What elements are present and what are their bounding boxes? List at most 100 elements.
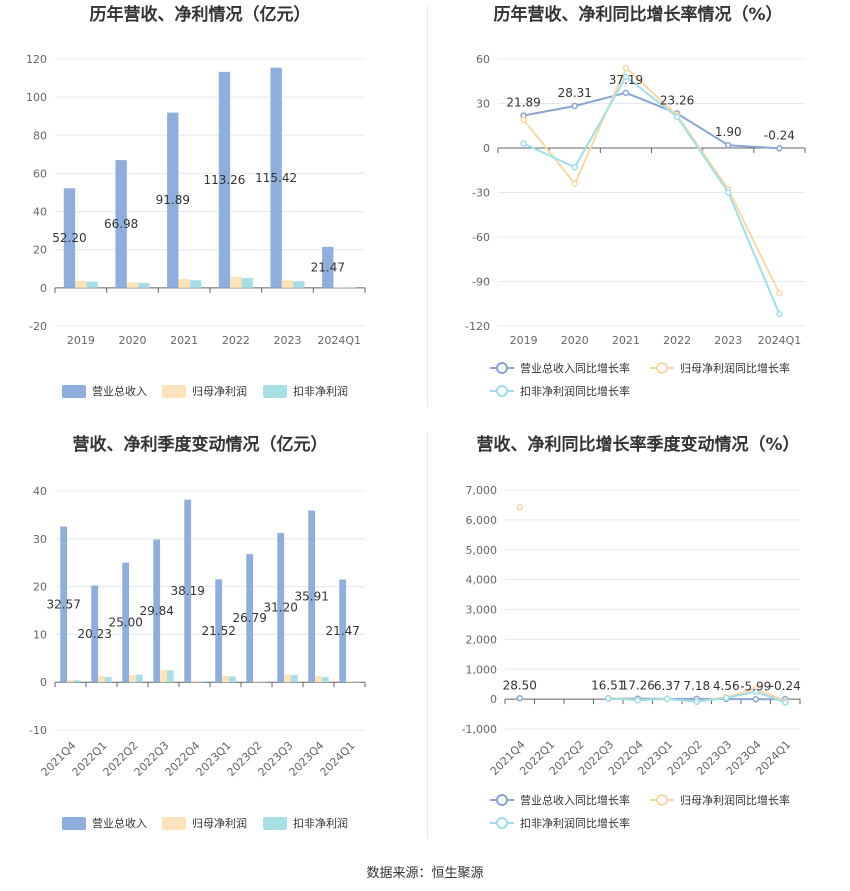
y-tick-label: -120: [465, 320, 490, 333]
y-tick-label: 20: [33, 581, 47, 594]
series-point: [571, 164, 578, 171]
series-point: [622, 64, 630, 72]
y-tick-label: 20: [33, 244, 47, 257]
data-source-note: 数据来源：恒生聚源: [366, 866, 484, 881]
bar: [126, 282, 139, 288]
series-point: [622, 89, 630, 97]
y-tick-label: 6,000: [466, 514, 498, 527]
y-tick-label: 0: [40, 676, 47, 689]
bar: [284, 674, 291, 683]
bar: [75, 280, 87, 288]
annual-revenue-profit-chart: 历年营收、净利情况（亿元） -20 0 20 40 60 80 100 120 2019 2020 2…: [0, 0, 425, 410]
x-tick-label: 2022: [222, 334, 250, 347]
data-label: -5.99: [740, 679, 771, 693]
series-point: [725, 141, 732, 149]
x-tick-label: 2024Q1: [317, 334, 361, 347]
bar: [346, 681, 353, 683]
data-label: -0.24: [764, 128, 795, 142]
series-line: [523, 75, 781, 315]
legend-label: 归母净利润同比增长率: [680, 793, 790, 807]
series-point: [664, 695, 671, 703]
y-tick-label: 40: [33, 206, 47, 219]
x-tick-label: 2023: [714, 334, 742, 347]
series-point: [776, 290, 783, 297]
bar: [122, 562, 130, 683]
bar: [135, 674, 143, 683]
legend-marker: [656, 362, 668, 374]
data-label: 17.26: [621, 679, 655, 693]
x-tick-label: 2020: [119, 334, 147, 347]
y-tick-label: 3,000: [466, 604, 498, 617]
y-tick-label: 0: [490, 693, 497, 706]
x-tick-label: 2023: [274, 334, 302, 347]
data-label: 38.19: [171, 584, 205, 598]
bar: [63, 188, 76, 288]
series-point: [634, 697, 641, 704]
legend-swatch: [62, 385, 86, 398]
data-label: 4.56: [713, 679, 740, 693]
annual-growth-rate-chart: 历年营收、净利同比增长率情况（%） -120 -90 -60 -30 0 30 60 2019 2…: [428, 0, 850, 410]
x-tick-label: 2021: [170, 334, 198, 347]
quarterly-revenue-profit-svg: 营收、净利季度变动情况（亿元）-100102030402021Q42022Q12…: [29, 434, 366, 830]
bar: [344, 287, 357, 288]
y-tick-label: 4,000: [466, 574, 498, 587]
legend-label: 归母净利润: [192, 816, 247, 830]
y-tick-label: 2,000: [466, 633, 498, 646]
legend-swatch: [162, 385, 186, 398]
y-tick-label: 40: [33, 485, 47, 498]
legend-label: 营业总收入同比增长率: [520, 793, 630, 807]
legend-label: 扣非净利润同比增长率: [520, 816, 630, 830]
x-tick-label: 2020: [561, 334, 589, 347]
series-point: [520, 116, 527, 124]
chart-title: 营收、净利同比增长率季度变动情况（%）: [476, 434, 799, 455]
bar: [129, 675, 136, 683]
bar: [228, 676, 236, 683]
data-label: 113.26: [203, 173, 245, 187]
y-tick-label: 60: [476, 53, 490, 66]
data-label: 21.89: [506, 96, 540, 110]
bar: [67, 679, 74, 683]
bar: [73, 680, 81, 683]
y-tick-label: 120: [26, 53, 47, 66]
series-line: [522, 66, 781, 294]
bar: [98, 675, 105, 683]
data-label: 66.98: [104, 217, 138, 231]
y-tick-label: -30: [472, 187, 490, 200]
series-point: [516, 504, 523, 511]
vertical-divider-bottom: [427, 432, 428, 838]
legend-swatch: [263, 385, 287, 398]
series-point: [776, 145, 783, 152]
data-label: 91.89: [156, 193, 190, 207]
x-tick-label: 2019: [510, 334, 538, 347]
y-tick-label: 0: [40, 282, 47, 295]
data-label: 115.42: [255, 171, 297, 185]
y-tick-label: 0: [483, 142, 490, 155]
quarterly-revenue-profit-chart: 营收、净利季度变动情况（亿元） -10 0 10 20 30 40 2021Q4 2022Q1 2…: [0, 420, 425, 850]
bar: [322, 246, 334, 288]
y-tick-label: 100: [26, 91, 47, 104]
legend-label: 营业总收入: [92, 384, 147, 398]
series-point: [605, 694, 612, 702]
data-label: 26.79: [233, 611, 267, 625]
series-point: [752, 696, 759, 703]
data-label: 28.50: [503, 678, 537, 692]
series-point: [673, 113, 681, 121]
data-label: 21.47: [311, 260, 345, 274]
y-tick-label: 30: [33, 533, 47, 546]
series-point: [693, 698, 700, 706]
bar: [259, 681, 267, 683]
bar: [160, 669, 167, 683]
data-label: 20.23: [78, 627, 112, 641]
legend-label: 归母净利润: [192, 384, 247, 398]
bar: [184, 499, 192, 683]
data-label: 37.19: [609, 73, 643, 87]
x-tick-label: 2024Q1: [758, 334, 802, 347]
y-tick-label: 80: [33, 129, 47, 142]
legend-marker: [496, 362, 508, 374]
bar: [230, 276, 242, 288]
data-label: -0.24: [770, 679, 801, 693]
data-label: 23.26: [660, 93, 694, 107]
bar: [321, 676, 329, 683]
bar: [246, 554, 254, 683]
bar: [178, 279, 190, 288]
